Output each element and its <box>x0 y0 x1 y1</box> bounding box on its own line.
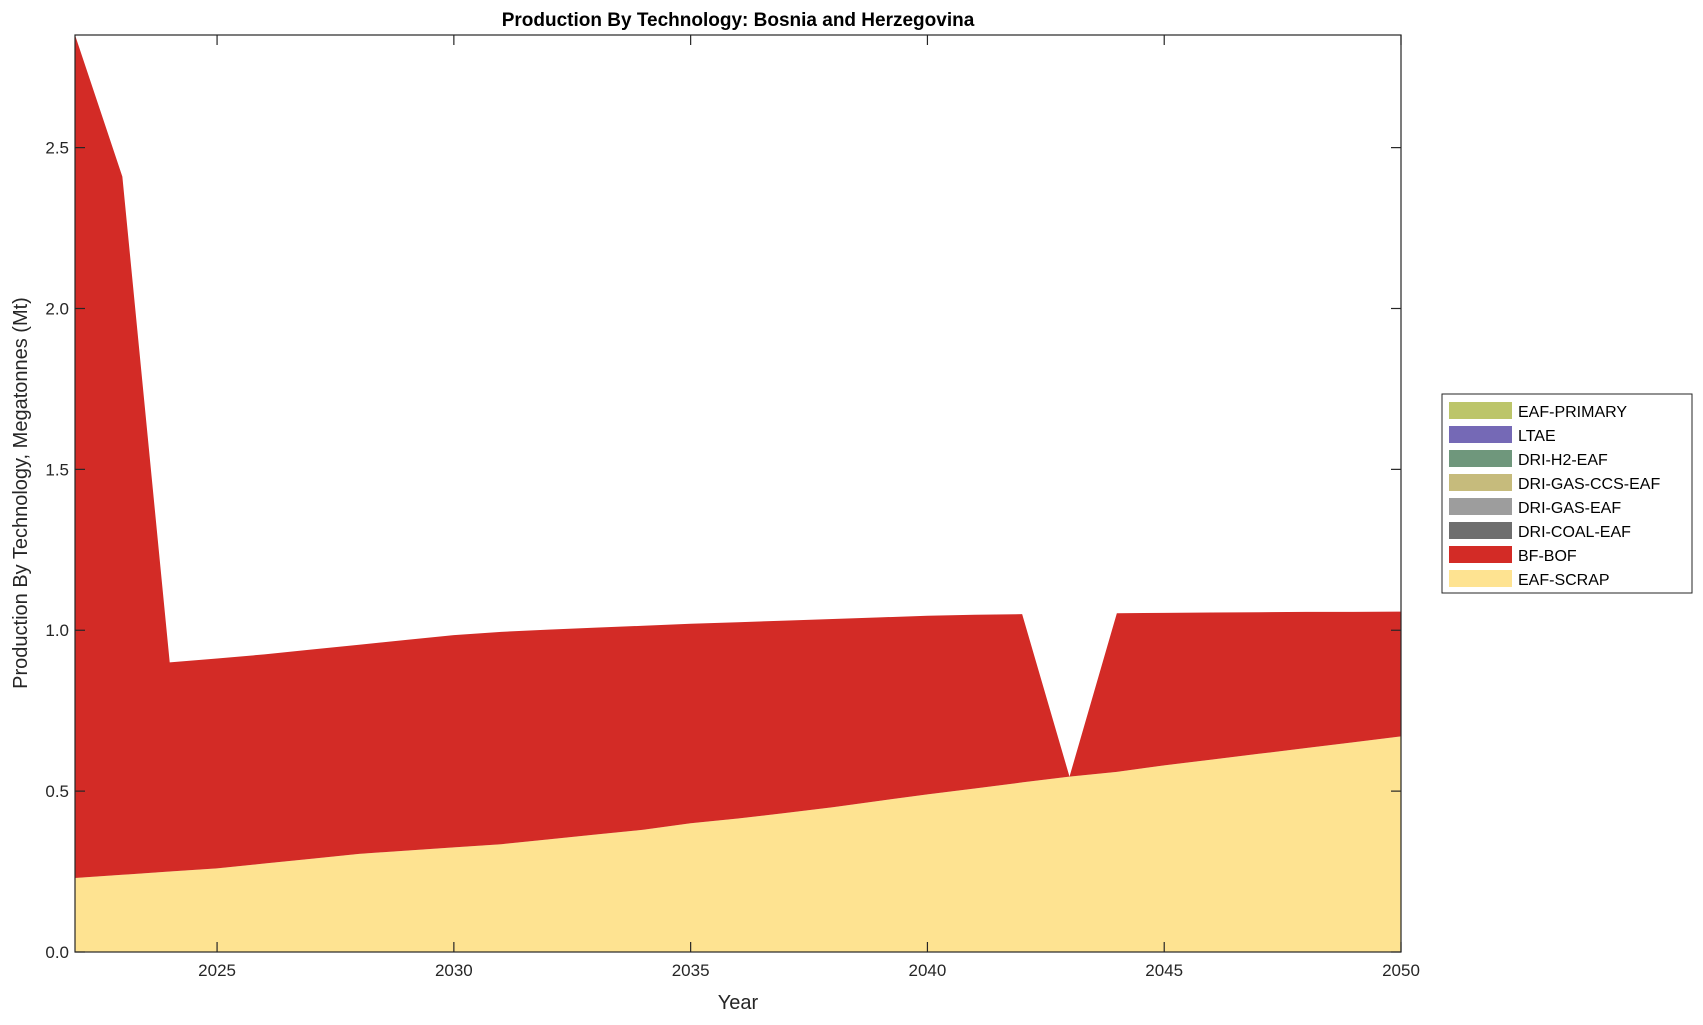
x-tick-label: 2025 <box>198 961 236 980</box>
legend-swatch <box>1449 522 1512 539</box>
areas-layer <box>75 35 1401 952</box>
legend-swatch <box>1449 474 1512 491</box>
x-axis-label: Year <box>718 992 759 1014</box>
x-tick-label: 2040 <box>909 961 947 980</box>
legend: EAF-PRIMARY LTAE DRI-H2-EAF DRI-GAS-CCS-EAF… <box>1441 393 1693 594</box>
legend-label: DRI-GAS-EAF <box>1518 500 1621 517</box>
legend-item: DRI-GAS-CCS-EAF <box>1449 474 1660 493</box>
area-eaf-scrap <box>75 736 1401 952</box>
y-tick-label: 1.0 <box>45 621 69 640</box>
y-axis-label: Production By Technology, Megatonnes (Mt… <box>10 297 32 689</box>
legend-item: EAF-PRIMARY <box>1449 402 1627 421</box>
x-tick-label: 2050 <box>1382 961 1420 980</box>
legend-swatch <box>1449 570 1512 587</box>
legend-swatch <box>1449 450 1512 467</box>
legend-swatch <box>1449 402 1512 419</box>
legend-label: EAF-SCRAP <box>1518 572 1610 589</box>
legend-item: BF-BOF <box>1449 546 1577 565</box>
legend-item: DRI-COAL-EAF <box>1449 522 1631 541</box>
x-tick-label: 2030 <box>435 961 473 980</box>
x-tick-label: 2035 <box>672 961 710 980</box>
legend-label: DRI-GAS-CCS-EAF <box>1518 476 1660 493</box>
legend-item: DRI-GAS-EAF <box>1449 498 1621 517</box>
legend-item: LTAE <box>1449 426 1556 445</box>
legend-label: LTAE <box>1518 428 1556 445</box>
area-bf-bof <box>75 35 1401 878</box>
x-tick-label: 2045 <box>1145 961 1183 980</box>
plot-frame <box>74 34 1402 953</box>
y-tick-label: 0.5 <box>45 782 69 801</box>
y-tick-label: 0.0 <box>45 943 69 962</box>
axis-ticks: 2025 2030 2035 2040 2045 2050 0.0 0.5 1.0 1.5 2.0 2… <box>45 35 1420 980</box>
legend-swatch <box>1449 546 1512 563</box>
legend-label: BF-BOF <box>1518 548 1577 565</box>
y-tick-label: 1.5 <box>45 460 69 479</box>
legend-item: DRI-H2-EAF <box>1449 450 1608 469</box>
y-tick-label: 2.0 <box>45 299 69 318</box>
legend-swatch <box>1449 498 1512 515</box>
chart-title: Production By Technology: Bosnia and Her… <box>502 10 975 31</box>
legend-item: EAF-SCRAP <box>1449 570 1610 589</box>
legend-label: EAF-PRIMARY <box>1518 404 1627 421</box>
legend-label: DRI-H2-EAF <box>1518 452 1608 469</box>
legend-swatch <box>1449 426 1512 443</box>
legend-label: DRI-COAL-EAF <box>1518 524 1631 541</box>
y-tick-label: 2.5 <box>45 139 69 158</box>
